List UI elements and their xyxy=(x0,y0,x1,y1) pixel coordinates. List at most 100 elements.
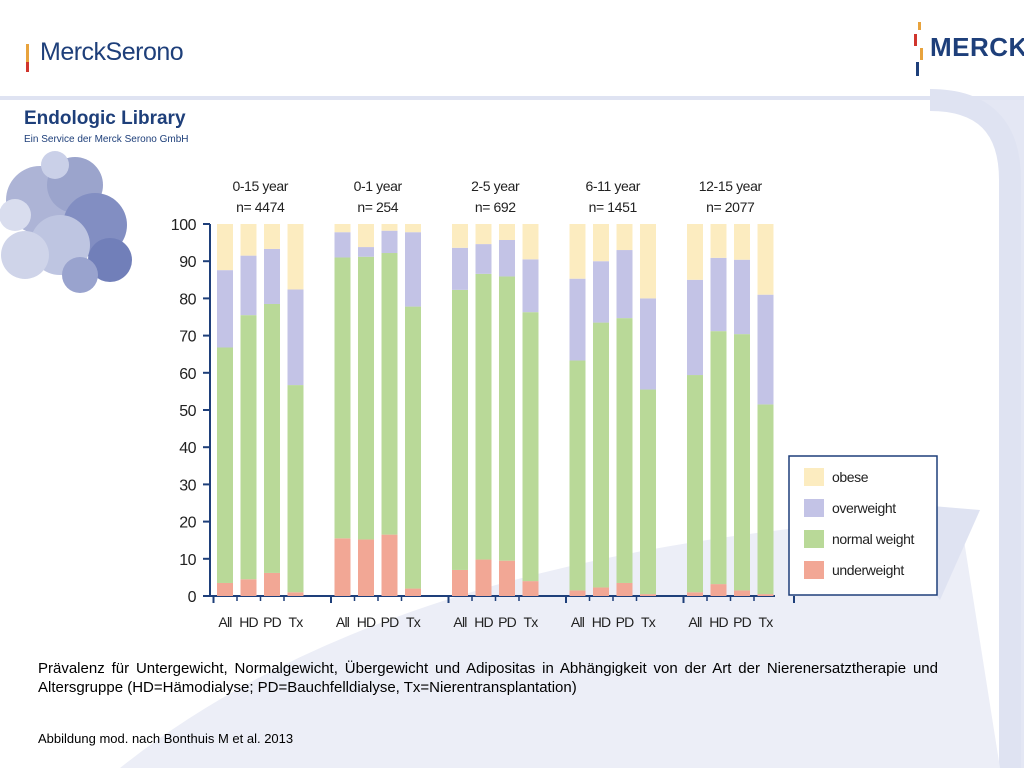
figure-source: Abbildung mod. nach Bonthuis M et al. 20… xyxy=(38,731,294,746)
bar-segment-obese xyxy=(593,224,609,262)
merck-logo-mark xyxy=(914,22,923,76)
bar-segment-obese xyxy=(757,224,774,295)
bar-segment-obese xyxy=(569,224,586,279)
x-tick-label: PD xyxy=(263,614,282,630)
legend-swatch-underweight xyxy=(804,561,824,579)
library-title: Endologic Library xyxy=(24,108,186,129)
bar-segment-overweight xyxy=(452,247,468,290)
bar-segment-overweight xyxy=(734,259,750,335)
x-tick-label: PD xyxy=(616,614,635,630)
bar-segment-underweight xyxy=(687,592,703,596)
bar-segment-underweight xyxy=(757,594,774,596)
bar-segment-underweight xyxy=(381,534,398,596)
bar-segment-obese xyxy=(405,224,421,233)
bar-segment-normal-weight xyxy=(475,273,492,560)
x-tick-label: All xyxy=(336,614,350,630)
group-n-label: n= 1451 xyxy=(589,199,638,215)
bar-segment-overweight xyxy=(710,257,727,332)
header-divider xyxy=(0,96,1024,100)
bar-segment-normal-weight xyxy=(757,404,774,595)
x-tick-label: All xyxy=(453,614,467,630)
y-tick-label: 80 xyxy=(179,291,196,308)
bar-segment-underweight xyxy=(593,587,609,596)
bar-segment-overweight xyxy=(381,230,398,254)
legend-label: obese xyxy=(832,469,869,485)
group-n-label: n= 4474 xyxy=(236,199,285,215)
bar-segment-overweight xyxy=(358,247,374,257)
bar-segment-underweight xyxy=(616,582,633,596)
arrow-swoosh xyxy=(120,515,1000,768)
bar-segment-underweight xyxy=(640,594,656,596)
bar-segment-normal-weight xyxy=(522,312,539,582)
legend-label: normal weight xyxy=(832,531,914,547)
bar-segment-obese xyxy=(499,224,515,240)
bar-segment-normal-weight xyxy=(358,256,374,540)
legend-swatch-obese xyxy=(804,468,824,486)
bar-segment-underweight xyxy=(452,569,468,596)
group-label: 6-11 year xyxy=(585,178,640,194)
y-tick-label: 20 xyxy=(179,515,196,532)
x-tick-label: HD xyxy=(709,614,728,630)
bar-segment-normal-weight xyxy=(334,257,351,539)
group-label: 12-15 year xyxy=(699,178,763,194)
bar-segment-normal-weight xyxy=(499,276,515,561)
bar-segment-overweight xyxy=(264,248,280,304)
bar-segment-obese xyxy=(640,224,656,299)
y-tick-label: 30 xyxy=(179,477,196,494)
x-tick-label: HD xyxy=(592,614,611,630)
bar-segment-underweight xyxy=(569,590,586,596)
group-n-label: n= 254 xyxy=(357,199,398,215)
bar-segment-underweight xyxy=(710,584,727,596)
x-tick-label: All xyxy=(218,614,232,630)
bar-segment-obese xyxy=(616,224,633,251)
bar-segment-overweight xyxy=(405,232,421,307)
bar-segment-overweight xyxy=(522,259,539,313)
y-tick-label: 0 xyxy=(188,589,197,606)
y-tick-label: 100 xyxy=(171,217,197,234)
figure-caption: Prävalenz für Untergewicht, Normalgewich… xyxy=(38,660,938,696)
group-label: 2-5 year xyxy=(471,178,520,194)
bar-segment-obese xyxy=(710,224,727,258)
bar-segment-underweight xyxy=(734,590,750,596)
y-tick-label: 90 xyxy=(179,254,196,271)
bar-segment-obese xyxy=(264,224,280,249)
bar-segment-obese xyxy=(217,224,233,271)
legend-swatch-normal-weight xyxy=(804,530,824,548)
legend-label: underweight xyxy=(832,562,904,578)
bar-segment-normal-weight xyxy=(240,315,257,580)
bar-segment-overweight xyxy=(640,298,656,390)
molecule-illustration xyxy=(0,151,132,293)
bar-segment-underweight xyxy=(334,538,351,596)
bar-segment-overweight xyxy=(757,294,774,405)
bar-segment-overweight xyxy=(499,239,515,277)
bar-segment-overweight xyxy=(616,250,633,319)
bar-segment-overweight xyxy=(334,232,351,258)
bar-segment-underweight xyxy=(405,588,421,596)
bar-segment-obese xyxy=(334,224,351,233)
bar-segment-underweight xyxy=(475,559,492,596)
merck-serono-logo-mark xyxy=(26,44,29,72)
bar-segment-obese xyxy=(240,224,257,256)
merck-logo: MERCK xyxy=(930,32,1024,62)
y-tick-label: 40 xyxy=(179,440,196,457)
bar-segment-overweight xyxy=(569,278,586,361)
bar-segment-normal-weight xyxy=(593,322,609,588)
bar-segment-overweight xyxy=(240,255,257,316)
bar-segment-underweight xyxy=(264,572,280,596)
y-tick-label: 60 xyxy=(179,366,196,383)
bar-segment-underweight xyxy=(499,560,515,596)
bar-segment-obese xyxy=(734,224,750,260)
y-tick-label: 10 xyxy=(179,552,196,569)
x-tick-label: HD xyxy=(357,614,376,630)
bar-segment-normal-weight xyxy=(381,253,398,535)
x-tick-label: PD xyxy=(498,614,517,630)
x-tick-label: PD xyxy=(733,614,752,630)
x-tick-label: Tx xyxy=(759,614,774,630)
bar-segment-obese xyxy=(687,224,703,280)
bar-segment-obese xyxy=(358,224,374,248)
bar-segment-obese xyxy=(475,224,492,245)
bar-segment-normal-weight xyxy=(405,306,421,589)
bar-segment-underweight xyxy=(240,579,257,596)
group-label: 0-1 year xyxy=(354,178,403,194)
